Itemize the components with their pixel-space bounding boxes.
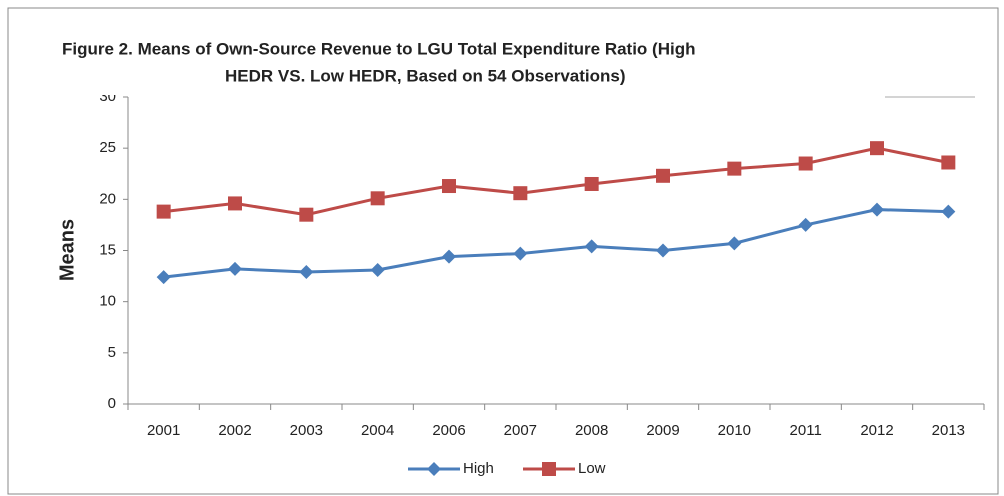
marker <box>442 249 456 264</box>
marker <box>228 261 242 276</box>
y-tick-label: 0 <box>108 395 116 412</box>
x-tick-label: 2009 <box>646 422 679 439</box>
legend-label: Low <box>578 460 606 477</box>
marker <box>727 236 742 251</box>
x-tick-label: 2008 <box>575 422 608 439</box>
chart-title: Figure 2. Means of Own-Source Revenue to… <box>62 39 695 58</box>
marker <box>870 141 884 156</box>
marker <box>798 217 813 232</box>
marker <box>156 204 171 219</box>
marker <box>228 196 242 211</box>
marker <box>299 264 314 279</box>
marker <box>513 246 528 261</box>
marker <box>542 462 556 476</box>
marker <box>442 179 456 194</box>
marker <box>156 270 171 285</box>
x-tick-label: 2002 <box>218 422 251 439</box>
marker <box>727 161 742 176</box>
marker <box>299 207 314 222</box>
legend-label: High <box>463 460 494 477</box>
y-tick-label: 25 <box>99 139 116 156</box>
x-tick-label: 2006 <box>432 422 465 439</box>
x-tick-label: 2012 <box>860 422 893 439</box>
marker <box>656 243 670 258</box>
y-axis-label: Means <box>56 219 78 281</box>
marker <box>584 239 599 254</box>
y-tick-label: 15 <box>99 241 116 258</box>
marker <box>513 186 528 201</box>
marker <box>941 155 956 170</box>
marker <box>941 204 956 219</box>
x-tick-label: 2007 <box>504 422 537 439</box>
series-line <box>163 208 949 279</box>
marker <box>370 262 385 277</box>
x-tick-label: 2010 <box>718 422 751 439</box>
marker <box>870 202 884 217</box>
title-box <box>30 20 882 95</box>
marker <box>427 462 441 476</box>
y-tick-label: 10 <box>99 293 116 310</box>
chart-title: HEDR VS. Low HEDR, Based on 54 Observati… <box>225 66 626 85</box>
y-tick-label: 20 <box>99 190 116 207</box>
marker <box>656 168 670 183</box>
marker <box>584 176 599 191</box>
x-tick-label: 2001 <box>147 422 180 439</box>
y-tick-label: 5 <box>108 344 116 361</box>
marker <box>798 156 813 171</box>
marker <box>370 191 385 206</box>
x-tick-label: 2003 <box>290 422 323 439</box>
x-tick-label: 2011 <box>790 422 822 439</box>
series-line <box>163 146 949 217</box>
x-tick-label: 2013 <box>932 422 965 439</box>
x-tick-label: 2004 <box>361 422 394 439</box>
